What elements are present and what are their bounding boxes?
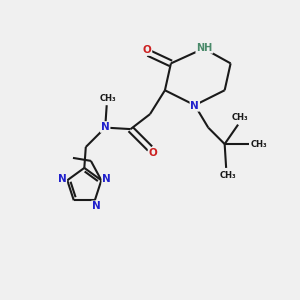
Text: N: N <box>92 201 101 211</box>
Text: CH₃: CH₃ <box>251 140 267 148</box>
Text: O: O <box>142 45 152 55</box>
Text: N: N <box>102 174 111 184</box>
Text: N: N <box>190 101 199 111</box>
Text: CH₃: CH₃ <box>219 171 236 180</box>
Text: NH: NH <box>196 43 212 53</box>
Text: O: O <box>148 148 158 158</box>
Text: CH₃: CH₃ <box>231 113 248 122</box>
Text: N: N <box>101 122 110 132</box>
Text: CH₃: CH₃ <box>100 94 116 103</box>
Text: N: N <box>58 174 66 184</box>
